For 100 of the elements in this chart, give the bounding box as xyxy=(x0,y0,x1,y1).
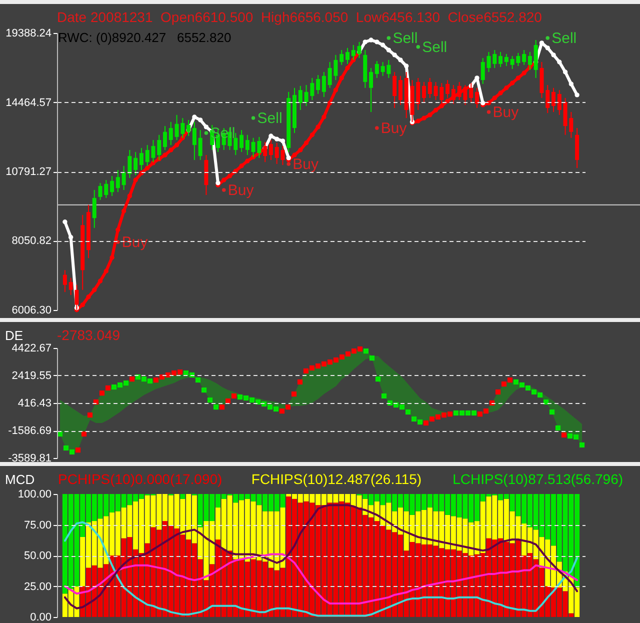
y-tick-label: 19388.24 xyxy=(6,28,52,40)
candlestick xyxy=(168,121,173,146)
text: PCHIPS(10)0.000(17.090) xyxy=(58,471,222,487)
y-tick-label: 416.43 xyxy=(18,398,52,410)
candlestick xyxy=(192,121,196,160)
candlestick xyxy=(134,151,138,176)
line-series xyxy=(64,553,578,604)
point xyxy=(268,134,274,138)
data-label: Sell xyxy=(392,30,418,48)
data-label: Sell xyxy=(210,125,236,142)
point xyxy=(380,42,386,48)
candlestick xyxy=(428,77,432,98)
y-tick-label: 25.00 xyxy=(24,580,52,593)
point xyxy=(386,36,391,40)
series-label: LCHIPS(10)87.513(56.796) xyxy=(452,471,624,487)
candlestick xyxy=(116,170,120,193)
candlestick xyxy=(522,50,526,66)
data-label: Sell xyxy=(552,30,577,48)
point xyxy=(574,92,580,98)
annotation: RWC: (0)8920.427 6552.820 xyxy=(58,30,232,45)
candlestick xyxy=(498,52,503,68)
y-tick-label: 14464.57 xyxy=(6,96,52,109)
chart-title: DE xyxy=(5,328,24,343)
point xyxy=(545,46,550,50)
y-tick-label: 6006.30 xyxy=(12,304,52,316)
candlestick xyxy=(110,175,114,196)
candlestick xyxy=(92,189,96,228)
candlestick xyxy=(369,68,374,112)
point xyxy=(392,52,397,58)
data-label: Sell xyxy=(422,38,448,56)
point xyxy=(204,131,208,135)
candlestick xyxy=(392,71,397,108)
data-label: Buy xyxy=(228,182,254,199)
point xyxy=(204,124,209,130)
candlestick xyxy=(474,87,479,108)
y-tick-label: 4422.67 xyxy=(12,342,52,354)
chart-subtitle: -2783.049 xyxy=(57,327,120,343)
candlestick xyxy=(552,87,556,112)
candlestick xyxy=(557,90,562,116)
candlestick xyxy=(198,130,202,160)
point xyxy=(546,36,550,40)
point xyxy=(562,70,568,74)
line-series xyxy=(64,521,578,617)
y-tick-label: 10791.27 xyxy=(6,166,52,178)
candlestick xyxy=(68,277,73,296)
point xyxy=(404,64,409,68)
point xyxy=(192,114,197,120)
point xyxy=(198,118,203,122)
candlestick xyxy=(139,147,144,170)
candlestick xyxy=(504,54,508,67)
y-tick-label: 75.00 xyxy=(24,519,52,532)
point xyxy=(368,38,374,42)
candlestick xyxy=(322,71,326,98)
point xyxy=(116,240,120,244)
candlestick xyxy=(240,130,244,152)
point xyxy=(386,48,392,52)
point xyxy=(416,45,420,49)
candlestick xyxy=(340,50,344,66)
y-tick-label: -1586.69 xyxy=(8,425,52,437)
bar xyxy=(180,494,186,499)
candlestick xyxy=(374,60,379,78)
point xyxy=(274,136,280,142)
y-tick-label: 100.00 xyxy=(18,488,52,500)
data-label: Buy xyxy=(380,120,408,138)
point xyxy=(375,126,379,130)
candlestick xyxy=(245,134,250,156)
y-tick-label: 50.00 xyxy=(24,550,52,562)
candlestick xyxy=(268,139,273,160)
y-tick-label: 2419.55 xyxy=(12,370,52,382)
data-label: Buy xyxy=(292,156,319,173)
candlestick xyxy=(480,58,485,84)
point xyxy=(374,40,380,44)
point xyxy=(286,162,290,166)
data-label: Sell xyxy=(257,110,282,128)
point xyxy=(486,110,491,114)
candlestick xyxy=(416,77,420,110)
point xyxy=(280,138,286,144)
y-tick-label: -3589.81 xyxy=(8,452,52,464)
candlestick xyxy=(62,270,67,293)
candlestick xyxy=(351,44,356,60)
point xyxy=(568,82,574,86)
point xyxy=(62,220,68,224)
chart-title: MCD xyxy=(5,472,35,487)
point xyxy=(362,40,368,44)
candlestick xyxy=(345,47,350,64)
point xyxy=(551,52,556,58)
candlestick xyxy=(398,75,402,106)
point xyxy=(251,116,256,120)
candlestick xyxy=(163,126,168,150)
candlestick xyxy=(422,81,426,102)
candlestick xyxy=(316,74,320,94)
point xyxy=(398,58,403,62)
series-label: FCHIPS(10)12.487(26.115) xyxy=(251,471,422,487)
candlestick xyxy=(298,85,302,110)
data-label: Buy xyxy=(492,104,520,121)
point xyxy=(222,188,226,192)
y-tick-label: 0.00 xyxy=(30,612,52,623)
y-tick-label: 8050.82 xyxy=(12,235,52,248)
chart-subtitle: Date 20081231 Open6610.500 High6656.050 Low6456.130 Close6552.820 xyxy=(57,9,542,25)
point xyxy=(557,60,562,64)
